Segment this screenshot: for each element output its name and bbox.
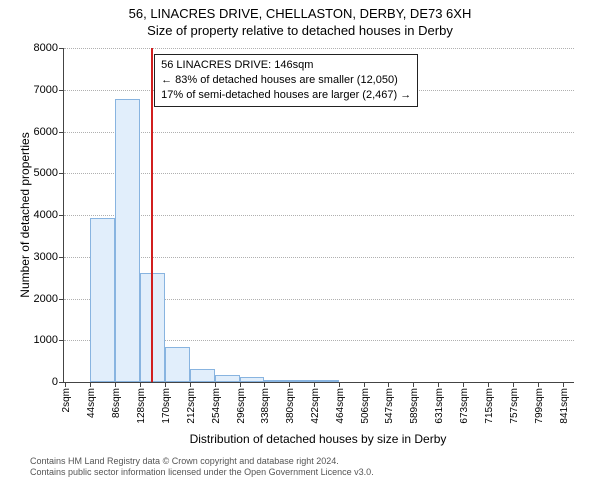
x-tick-label: 799sqm <box>534 388 545 424</box>
callout-line: 17% of semi-detached houses are larger (… <box>161 88 411 103</box>
x-tick-mark <box>488 382 489 387</box>
x-tick-label: 715sqm <box>484 388 495 424</box>
x-tick-label: 589sqm <box>409 388 420 424</box>
y-tick-label: 5000 <box>34 167 64 179</box>
histogram-bar <box>264 380 289 383</box>
x-tick-mark <box>364 382 365 387</box>
y-tick-label: 6000 <box>34 126 64 138</box>
x-tick-mark <box>190 382 191 387</box>
grid-line <box>64 132 574 133</box>
x-tick-mark <box>215 382 216 387</box>
x-tick-mark <box>90 382 91 387</box>
histogram-bar <box>115 99 140 382</box>
chart-title-sub: Size of property relative to detached ho… <box>0 21 600 38</box>
histogram-bar <box>165 347 190 382</box>
grid-line <box>64 173 574 174</box>
x-tick-label: 464sqm <box>335 388 346 424</box>
grid-line <box>64 215 574 216</box>
callout-line: 56 LINACRES DRIVE: 146sqm <box>161 58 411 73</box>
x-tick-mark <box>438 382 439 387</box>
attribution-line-2: Contains public sector information licen… <box>30 467 600 478</box>
x-tick-label: 631sqm <box>434 388 445 424</box>
x-tick-mark <box>65 382 66 387</box>
attribution-text: Contains HM Land Registry data © Crown c… <box>0 456 600 479</box>
x-tick-mark <box>140 382 141 387</box>
x-tick-mark <box>240 382 241 387</box>
grid-line <box>64 257 574 258</box>
x-tick-mark <box>165 382 166 387</box>
x-tick-mark <box>289 382 290 387</box>
grid-line <box>64 48 574 49</box>
x-tick-mark <box>513 382 514 387</box>
x-tick-label: 841sqm <box>559 388 570 424</box>
x-axis-title: Distribution of detached houses by size … <box>63 432 573 446</box>
x-tick-label: 86sqm <box>111 388 122 418</box>
x-tick-label: 422sqm <box>310 388 321 424</box>
y-tick-label: 8000 <box>34 42 64 54</box>
histogram-bar <box>240 377 265 382</box>
x-tick-mark <box>314 382 315 387</box>
histogram-bar <box>215 375 240 382</box>
x-tick-label: 170sqm <box>161 388 172 424</box>
x-tick-mark <box>115 382 116 387</box>
y-tick-label: 1000 <box>34 334 64 346</box>
chart-container: 56, LINACRES DRIVE, CHELLASTON, DERBY, D… <box>0 0 600 500</box>
y-tick-label: 0 <box>52 376 64 388</box>
reference-line <box>151 48 153 382</box>
y-axis-title: Number of detached properties <box>18 132 32 297</box>
x-tick-label: 338sqm <box>260 388 271 424</box>
y-tick-label: 4000 <box>34 209 64 221</box>
x-tick-label: 296sqm <box>236 388 247 424</box>
histogram-bar <box>90 218 115 382</box>
y-tick-label: 7000 <box>34 84 64 96</box>
x-tick-label: 212sqm <box>186 388 197 424</box>
x-tick-label: 254sqm <box>211 388 222 424</box>
histogram-bar <box>289 380 314 382</box>
x-tick-mark <box>339 382 340 387</box>
x-tick-label: 547sqm <box>384 388 395 424</box>
x-tick-label: 128sqm <box>136 388 147 424</box>
x-tick-label: 673sqm <box>459 388 470 424</box>
x-tick-label: 506sqm <box>360 388 371 424</box>
x-tick-label: 757sqm <box>509 388 520 424</box>
histogram-bar <box>314 380 339 382</box>
x-tick-label: 380sqm <box>285 388 296 424</box>
plot-area: 0100020003000400050006000700080002sqm44s… <box>63 48 574 383</box>
callout-box: 56 LINACRES DRIVE: 146sqm← 83% of detach… <box>154 54 418 107</box>
x-tick-mark <box>264 382 265 387</box>
chart-title-main: 56, LINACRES DRIVE, CHELLASTON, DERBY, D… <box>0 0 600 21</box>
attribution-line-1: Contains HM Land Registry data © Crown c… <box>30 456 600 467</box>
x-tick-label: 44sqm <box>86 388 97 418</box>
histogram-bar <box>190 369 215 382</box>
callout-line: ← 83% of detached houses are smaller (12… <box>161 73 411 88</box>
y-tick-label: 2000 <box>34 293 64 305</box>
x-tick-mark <box>463 382 464 387</box>
x-tick-mark <box>413 382 414 387</box>
x-tick-mark <box>538 382 539 387</box>
x-tick-mark <box>563 382 564 387</box>
x-tick-mark <box>388 382 389 387</box>
y-tick-label: 3000 <box>34 251 64 263</box>
x-tick-label: 2sqm <box>61 388 72 412</box>
